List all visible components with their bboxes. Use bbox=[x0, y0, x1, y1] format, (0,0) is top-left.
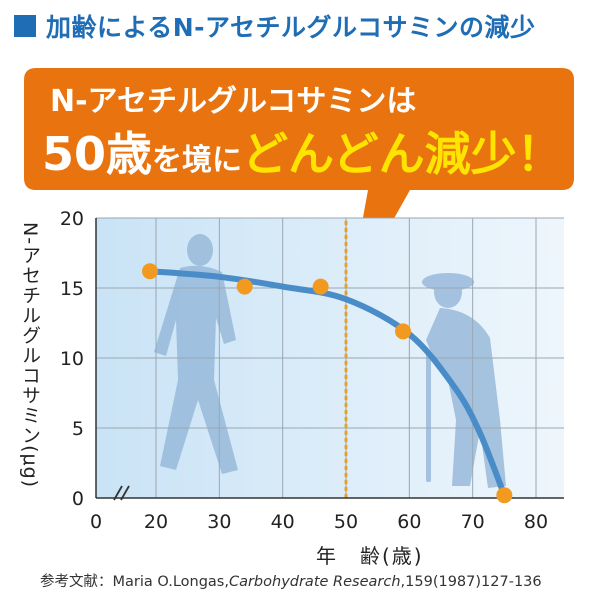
title-square-icon bbox=[14, 15, 36, 37]
callout-emphasis: どんどん減少！ bbox=[242, 127, 563, 181]
x-tick-labels: 0 20 30 40 50 60 70 80 bbox=[90, 511, 548, 533]
x-tick-60: 60 bbox=[397, 511, 421, 533]
data-point-4 bbox=[496, 487, 513, 504]
y-tick-10: 10 bbox=[60, 348, 84, 370]
source-suffix: ,159(1987)127-136 bbox=[400, 574, 542, 590]
x-tick-50: 50 bbox=[334, 511, 358, 533]
source-prefix: 参考文献：Maria O.Longas, bbox=[40, 574, 229, 590]
young-man-silhouette bbox=[154, 234, 238, 474]
y-tick-0: 0 bbox=[72, 488, 84, 510]
data-point-1 bbox=[236, 278, 253, 295]
chart-title-text: 加齢によるN-アセチルグルコサミンの減少 bbox=[46, 13, 536, 42]
x-axis-label: 年 齢(歳) bbox=[316, 544, 424, 568]
x-tick-80: 80 bbox=[524, 511, 548, 533]
x-tick-40: 40 bbox=[271, 511, 295, 533]
data-point-3 bbox=[395, 323, 411, 340]
axes bbox=[95, 218, 564, 499]
data-points bbox=[142, 263, 513, 504]
y-tick-labels: 0 5 10 15 20 bbox=[60, 208, 84, 510]
callout-age: 50歳 bbox=[42, 127, 153, 181]
source-journal: Carbohydrate Research bbox=[228, 574, 401, 590]
chart-title: 加齢によるN-アセチルグルコサミンの減少 bbox=[14, 10, 536, 42]
callout-line1: N-アセチルグルコサミンは bbox=[50, 84, 417, 119]
series-curve bbox=[147, 268, 508, 499]
y-axis-label: N-アセチルグルコサミン(μg) bbox=[19, 222, 41, 489]
axis-break-mark bbox=[113, 485, 130, 501]
y-tick-15: 15 bbox=[60, 278, 84, 300]
source-citation: 参考文献：Maria O.Longas,Carbohydrate Researc… bbox=[40, 570, 542, 591]
data-point-2 bbox=[312, 278, 329, 295]
callout-line2: 50歳を境にどんどん減少！ bbox=[42, 118, 563, 184]
x-tick-30: 30 bbox=[207, 511, 231, 533]
callout-shape bbox=[24, 68, 574, 300]
callout-mid: を境に bbox=[152, 143, 243, 178]
x-tick-70: 70 bbox=[461, 511, 485, 533]
data-point-0 bbox=[142, 263, 158, 280]
x-tick-20: 20 bbox=[144, 511, 168, 533]
y-tick-5: 5 bbox=[72, 418, 84, 440]
y-tick-20: 20 bbox=[60, 208, 84, 230]
x-tick-0: 0 bbox=[90, 511, 102, 533]
